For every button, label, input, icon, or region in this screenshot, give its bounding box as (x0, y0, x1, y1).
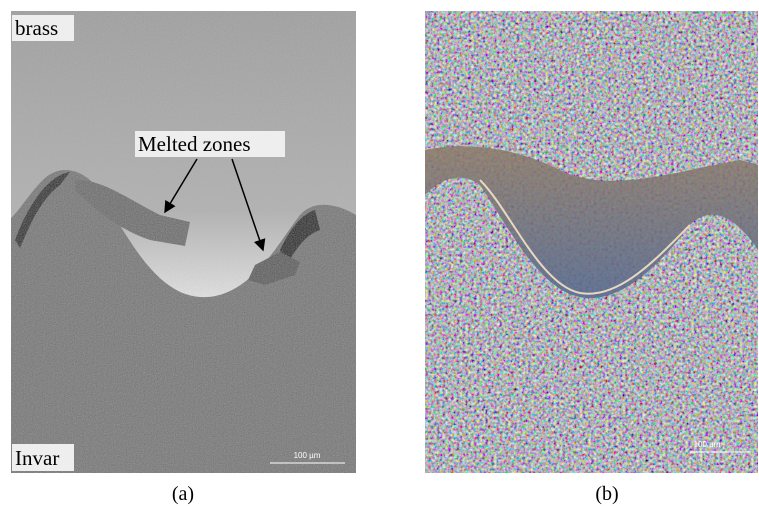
invar-label: Invar (15, 446, 59, 470)
caption: (a) (172, 483, 194, 505)
brass-label: brass (15, 16, 58, 40)
scale-label: 100 µm (294, 451, 321, 460)
panel-a: brass Melted zones Invar 100 µm (11, 11, 356, 473)
grain-texture (11, 11, 356, 473)
caption: (b) (595, 483, 618, 505)
annotation: Melted zones (138, 132, 251, 156)
figure: brass Melted zones Invar 100 µm (a) 100 … (0, 0, 759, 506)
scale-label: 100 µm (694, 440, 721, 449)
panel-b: 100 µm (425, 11, 758, 473)
